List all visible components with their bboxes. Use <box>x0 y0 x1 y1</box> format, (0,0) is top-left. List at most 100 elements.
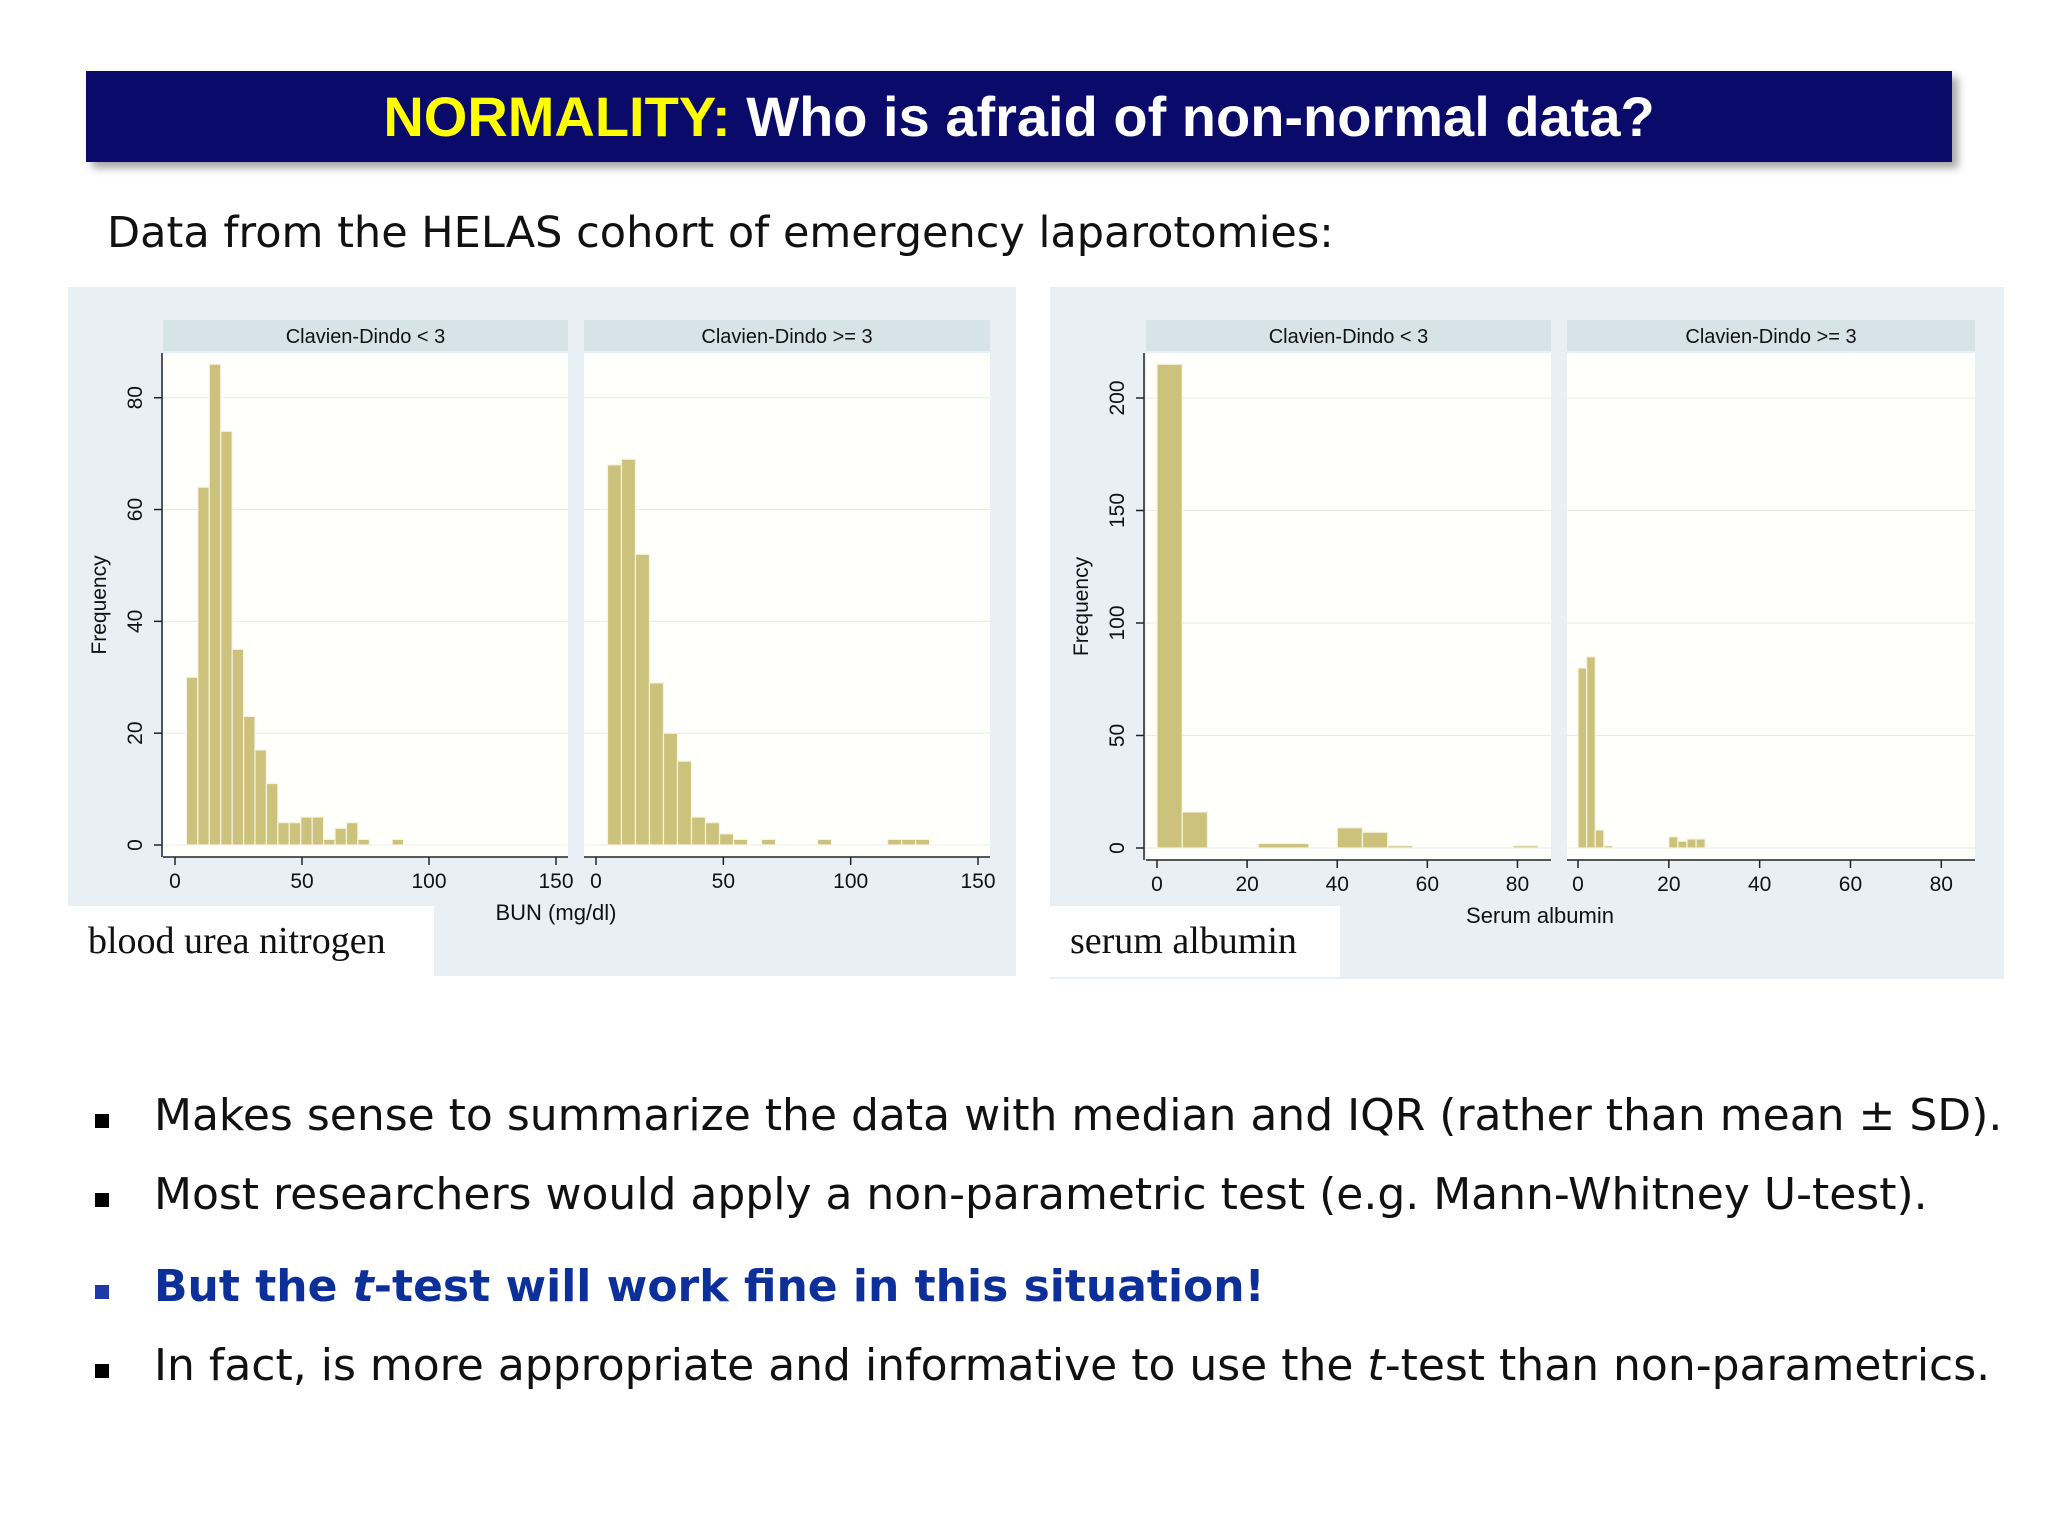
histogram-bar <box>391 838 405 846</box>
y-tick-label: 40 <box>124 610 147 633</box>
y-axis-title: Frequency <box>1070 556 1093 656</box>
histogram-bar <box>231 648 245 846</box>
histogram-bar <box>1361 831 1389 849</box>
bullet-list: Makes sense to summarize the data with m… <box>90 1090 2020 1391</box>
panel-strip <box>163 320 568 351</box>
histogram-bar <box>620 458 637 846</box>
panel-strip <box>1146 320 1551 351</box>
x-tick-label: 150 <box>960 870 995 893</box>
histogram-bar <box>277 822 290 846</box>
histogram-bar <box>311 816 325 846</box>
histogram-bar <box>690 816 707 846</box>
histogram-bar <box>900 838 917 846</box>
x-tick-label: 60 <box>1839 873 1862 896</box>
histogram-bar <box>1594 829 1605 849</box>
x-tick-label: 0 <box>590 870 602 893</box>
y-tick-label: 150 <box>1106 493 1129 528</box>
panel-strip <box>584 320 990 351</box>
title-accent: NORMALITY: <box>383 85 731 148</box>
histogram-bar <box>1686 838 1697 849</box>
histogram-bar <box>886 838 903 846</box>
histogram-bar <box>345 822 359 846</box>
x-tick-label: 100 <box>833 870 868 893</box>
bullet-text: Most researchers would apply a non-param… <box>154 1169 1928 1220</box>
x-tick-label: 80 <box>1506 873 1529 896</box>
histogram-bar <box>915 838 931 846</box>
histogram-bar <box>1695 838 1706 849</box>
x-axis-title: BUN (mg/dl) <box>495 900 616 925</box>
x-tick-label: 20 <box>1235 873 1258 896</box>
histogram-bar <box>288 822 302 846</box>
histogram-bar <box>1586 656 1596 849</box>
histogram-bar <box>718 833 735 846</box>
bullet-item-emphasis: But the t-test will work fine in this si… <box>90 1261 2020 1319</box>
histogram-bar <box>197 486 210 846</box>
y-tick-label: 50 <box>1106 724 1129 747</box>
bullet-text: Makes sense to summarize the data with m… <box>154 1090 2003 1141</box>
x-tick-label: 50 <box>712 870 735 893</box>
y-tick-label: 0 <box>1106 842 1129 854</box>
title-bar: NORMALITY: Who is afraid of non-normal d… <box>86 71 1952 162</box>
y-tick-label: 100 <box>1106 605 1129 640</box>
histogram-bar <box>1156 363 1183 849</box>
histogram-bar <box>185 676 199 846</box>
histogram-bar <box>648 682 665 846</box>
bullet-text: But the t-test will work fine in this si… <box>154 1261 1265 1312</box>
histogram-bar <box>732 838 749 846</box>
bullet-square-icon <box>95 1285 109 1299</box>
histogram-bar <box>220 430 233 846</box>
bullet-square-icon <box>95 1364 109 1378</box>
histogram-bar <box>662 732 679 846</box>
histogram-bar <box>1257 842 1310 849</box>
x-tick-label: 100 <box>411 870 446 893</box>
panel-strip-label: Clavien-Dindo < 3 <box>1269 326 1429 348</box>
histogram-bar <box>357 838 370 846</box>
title-main: Who is afraid of non-normal data? <box>730 85 1655 148</box>
x-tick-label: 40 <box>1326 873 1349 896</box>
x-tick-label: 50 <box>290 870 313 893</box>
panel-strip-label: Clavien-Dindo >= 3 <box>1685 326 1856 348</box>
x-axis-title: Serum albumin <box>1466 903 1614 928</box>
histogram-bar <box>300 816 313 846</box>
bullet-item: In fact, is more appropriate and informa… <box>90 1340 2020 1398</box>
y-axis-title: Frequency <box>88 555 111 655</box>
x-tick-label: 20 <box>1657 873 1680 896</box>
histogram-bar <box>242 715 256 846</box>
x-tick-label: 40 <box>1748 873 1771 896</box>
x-tick-label: 0 <box>169 870 181 893</box>
histogram-bar <box>606 464 623 846</box>
albumin-caption: serum albumin <box>1050 906 1340 977</box>
panel-plot-area <box>1567 353 1975 860</box>
histogram-bar <box>1387 845 1414 849</box>
y-tick-label: 60 <box>124 498 147 521</box>
histogram-bar <box>634 553 651 846</box>
histogram-bar <box>208 363 222 846</box>
bun-histogram: 0 20 40 60 80 Frequency Clavien-Dindo < 3 0 50 10… <box>68 287 1016 976</box>
histogram-bar <box>760 838 777 846</box>
histogram-bar <box>334 827 348 846</box>
panel-plot-area <box>1146 353 1551 860</box>
histogram-bar <box>704 822 721 846</box>
x-tick-label: 0 <box>1572 873 1584 896</box>
bun-caption: blood urea nitrogen <box>68 906 434 977</box>
histogram-bar <box>1668 836 1679 849</box>
bullet-text: In fact, is more appropriate and informa… <box>154 1340 1991 1391</box>
y-tick-label: 80 <box>124 386 147 409</box>
y-tick-label: 0 <box>124 839 147 851</box>
y-tick-label: 200 <box>1106 380 1129 415</box>
histogram-bar <box>816 838 833 846</box>
histogram-bar <box>1512 845 1539 849</box>
panel-strip-label: Clavien-Dindo < 3 <box>286 326 446 348</box>
x-tick-label: 0 <box>1151 873 1163 896</box>
histogram-bar <box>1603 845 1614 849</box>
panel-strip-label: Clavien-Dindo >= 3 <box>701 326 872 348</box>
y-tick-label: 20 <box>124 722 147 745</box>
histogram-bar <box>322 838 336 846</box>
bun-histogram-svg: 0 20 40 60 80 Frequency Clavien-Dindo < 3 0 50 10… <box>68 287 1016 976</box>
subtitle: Data from the HELAS cohort of emergency … <box>107 208 1334 258</box>
histogram-bar <box>254 749 268 846</box>
x-tick-label: 150 <box>538 870 573 893</box>
x-tick-label: 80 <box>1930 873 1953 896</box>
